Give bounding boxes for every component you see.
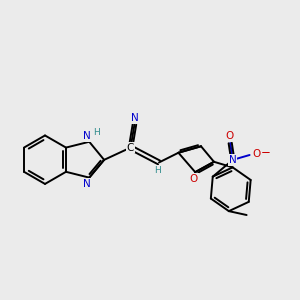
Text: C: C [127,142,134,153]
Text: O: O [190,174,198,184]
Text: O: O [253,149,261,159]
Text: H: H [154,166,161,175]
Text: H: H [93,128,100,136]
Text: N: N [83,131,91,141]
Text: O: O [225,131,234,141]
Text: N: N [229,155,237,165]
Text: −: − [261,146,271,159]
Text: N: N [83,179,91,189]
Text: N: N [131,113,139,123]
